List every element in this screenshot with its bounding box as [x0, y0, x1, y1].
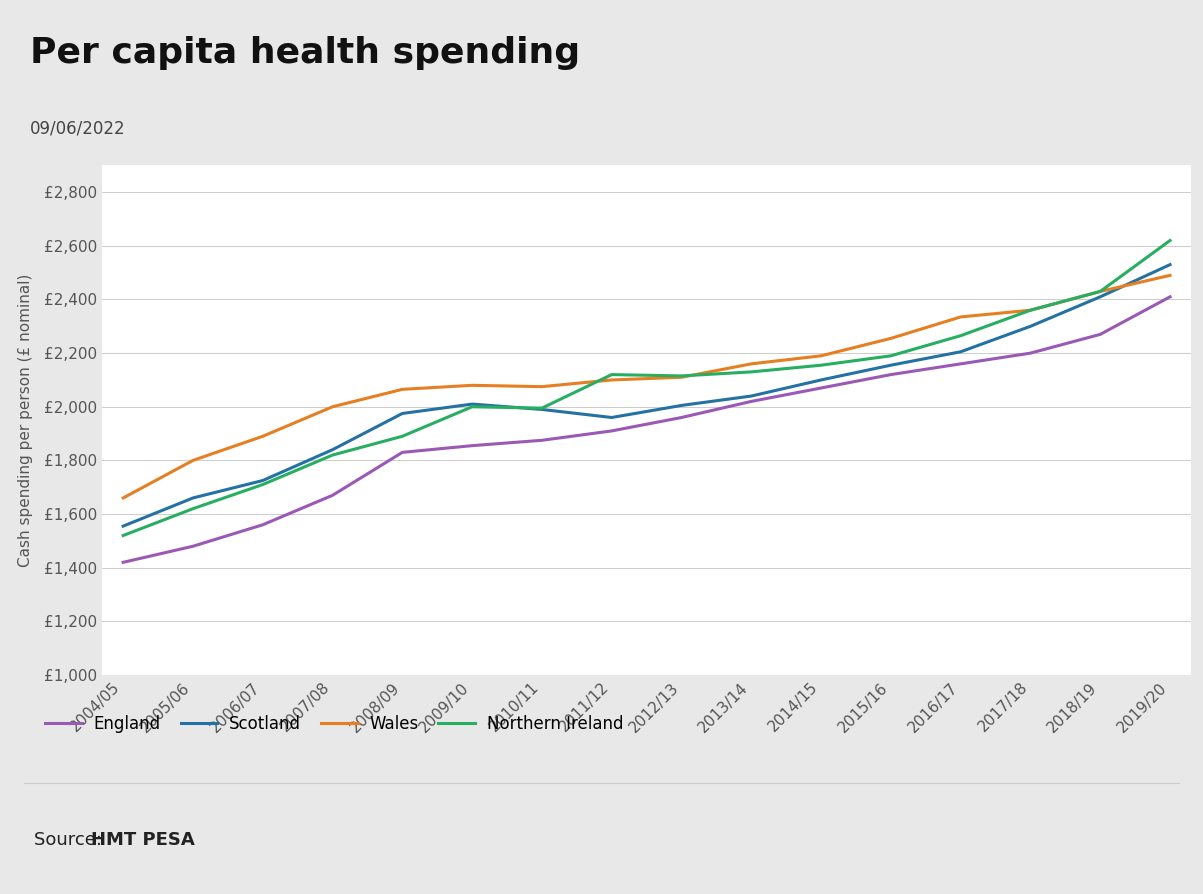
Text: HMT PESA: HMT PESA [91, 831, 195, 848]
Text: 09/06/2022: 09/06/2022 [30, 119, 125, 137]
Legend: England, Scotland, Wales, Northern Ireland: England, Scotland, Wales, Northern Irela… [38, 708, 630, 740]
Text: Source:: Source: [34, 831, 107, 848]
Text: Per capita health spending: Per capita health spending [30, 37, 580, 71]
Y-axis label: Cash spending per person (£ nominal): Cash spending per person (£ nominal) [18, 274, 32, 567]
